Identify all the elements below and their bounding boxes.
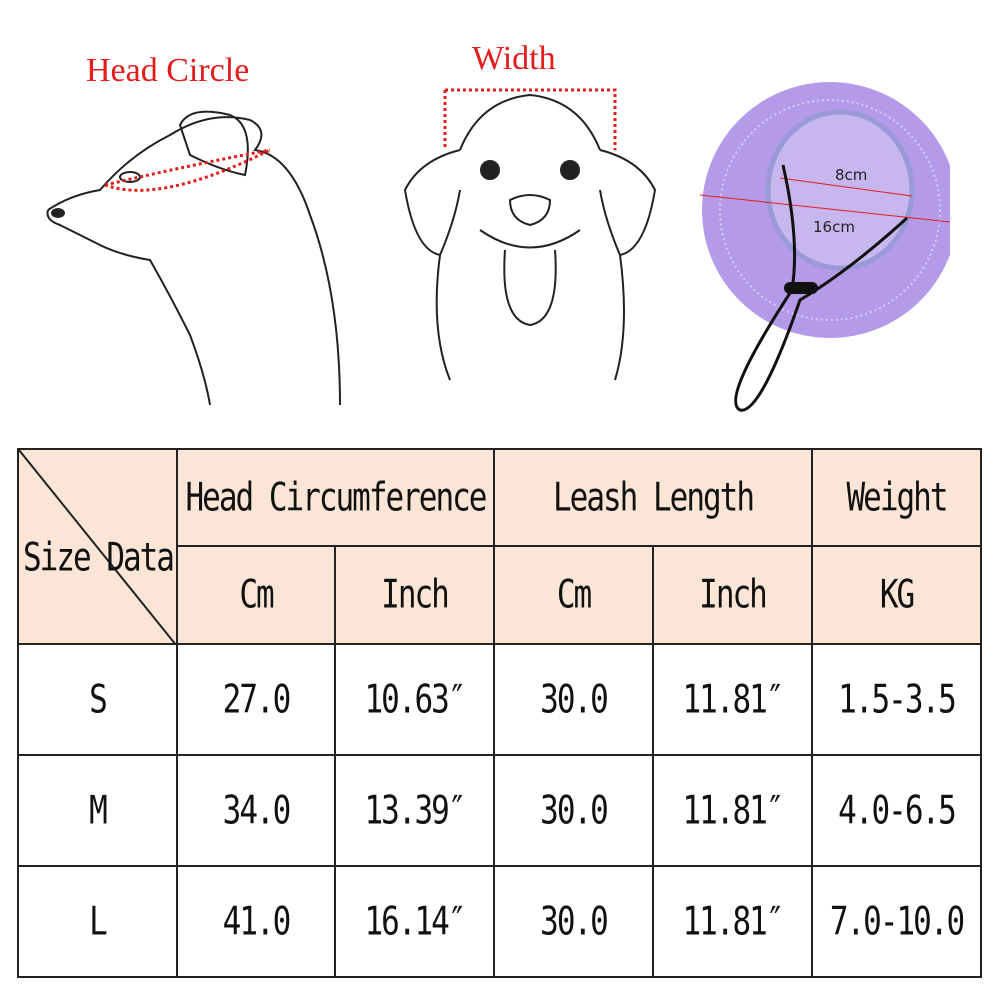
subheader: Cm (176, 545, 336, 645)
cell-text: Leash Length (553, 475, 755, 520)
cell-text: Head Circumference (185, 475, 488, 520)
size-cell: S (17, 643, 178, 756)
cell-text: M (89, 788, 108, 833)
width-label: Width (472, 40, 556, 77)
cell: 11.81″ (652, 865, 813, 978)
cell-text: 16.14″ (364, 899, 467, 944)
hat-inner-measure: 8cm (835, 166, 867, 184)
cell-text: 11.81″ (682, 677, 785, 722)
cell-text: 30.0 (540, 899, 609, 944)
cell: 27.0 (176, 643, 336, 756)
cell: 13.39″ (334, 754, 495, 867)
cell-text: 30.0 (540, 677, 609, 722)
cell: 10.63″ (334, 643, 495, 756)
table-row: S 27.0 10.63″ 30.0 11.81″ 1.5-3.5 (17, 643, 982, 756)
cell: 16.14″ (334, 865, 495, 978)
group-head-circumference: Head Circumference (176, 448, 495, 547)
group-leash-length: Leash Length (493, 448, 813, 547)
cell: 30.0 (493, 865, 654, 978)
cell-text: 7.0-10.0 (829, 899, 965, 944)
cell-text: Cm (556, 572, 592, 618)
subheader: Cm (493, 545, 654, 645)
cell-text: 11.81″ (682, 899, 785, 944)
table-row: L 41.0 16.14″ 30.0 11.81″ 7.0-10.0 (17, 865, 982, 978)
cell: 4.0-6.5 (811, 754, 982, 867)
cell-text: L (89, 899, 108, 944)
size-cell: L (17, 865, 178, 978)
cell: 30.0 (493, 754, 654, 867)
cell: 11.81″ (652, 754, 813, 867)
size-chart-table: Size Data Head Circumference Leash Lengt… (17, 448, 982, 978)
cell: 1.5-3.5 (811, 643, 982, 756)
cell-text: KG (879, 572, 915, 618)
cell: 7.0-10.0 (811, 865, 982, 978)
cell: 34.0 (176, 754, 336, 867)
subheader: KG (811, 545, 982, 645)
cell-text: 34.0 (222, 788, 292, 833)
head-circle-label: Head Circle (86, 52, 250, 89)
cell-text: Weight (846, 475, 949, 520)
cell: 11.81″ (652, 643, 813, 756)
cell-text: 4.0-6.5 (838, 788, 957, 833)
cell-text: Inch (699, 572, 768, 618)
cell-text: 27.0 (222, 677, 292, 722)
subheader: Inch (334, 545, 495, 645)
hat-outer-measure: 16cm (813, 218, 855, 236)
cell-text: Inch (381, 572, 450, 618)
group-weight: Weight (811, 448, 982, 547)
cell-text: Size Data (23, 535, 175, 581)
subheader: Inch (652, 545, 813, 645)
corner-header: Size Data (17, 448, 178, 645)
cell-text: 11.81″ (682, 788, 785, 833)
size-cell: M (17, 754, 178, 867)
cell-text: 41.0 (222, 899, 292, 944)
dog-front-illustration (403, 88, 657, 381)
cell: 30.0 (493, 643, 654, 756)
table-row: M 34.0 13.39″ 30.0 11.81″ 4.0-6.5 (17, 754, 982, 867)
hat-photo: 8cm 16cm (700, 82, 950, 412)
cell-text: 30.0 (540, 788, 609, 833)
cell-text: Cm (239, 572, 274, 618)
diagonal-divider (19, 450, 176, 645)
cell: 41.0 (176, 865, 336, 978)
cell-text: 13.39″ (364, 788, 467, 833)
dog-profile-illustration (46, 110, 341, 406)
cell-text: S (89, 677, 108, 722)
cell-text: 10.63″ (364, 677, 467, 722)
cell-text: 1.5-3.5 (838, 677, 957, 722)
